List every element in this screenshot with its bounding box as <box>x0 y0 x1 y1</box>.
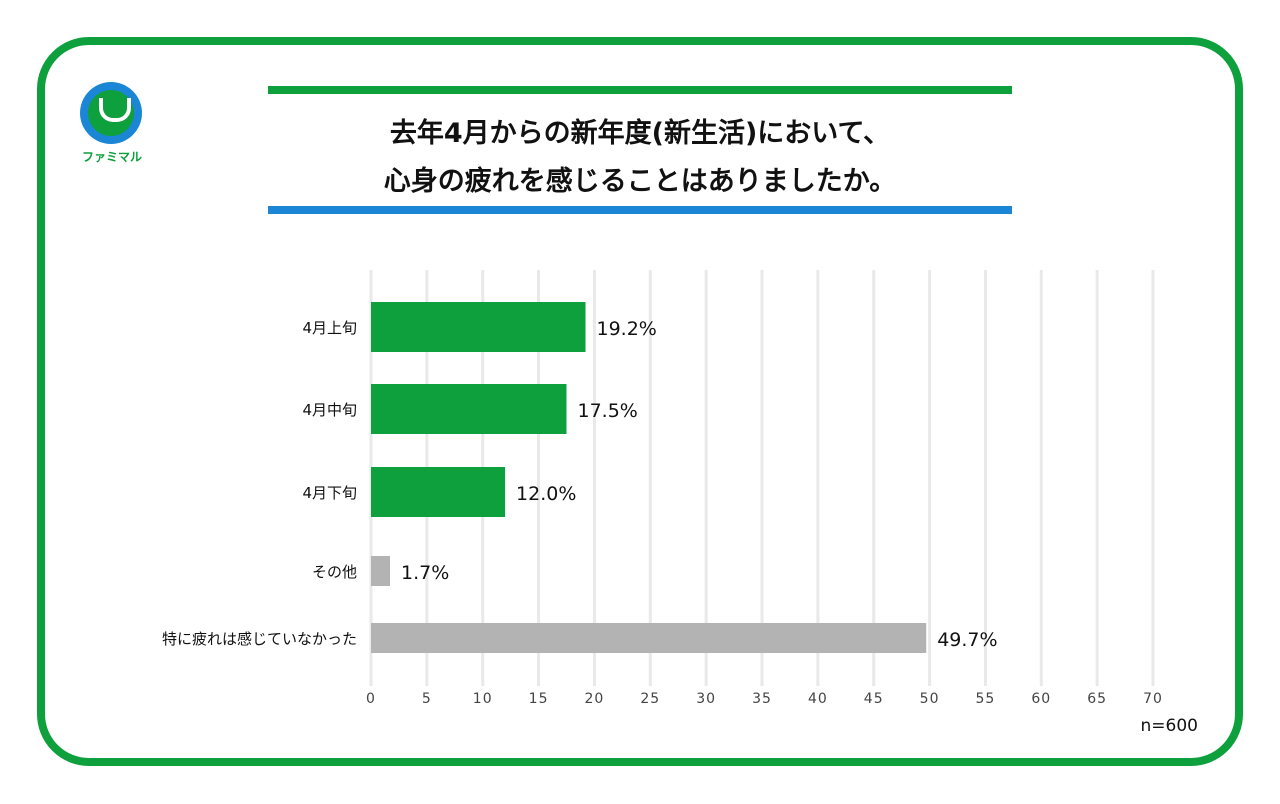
chart-title: 去年4月からの新年度(新生活)において、 心身の疲れを感じることはありましたか。 <box>268 110 1012 206</box>
data-label: 1.7% <box>401 562 449 584</box>
bar <box>371 302 586 352</box>
bar <box>371 623 927 653</box>
category-label: その他 <box>312 563 357 581</box>
data-label: 49.7% <box>937 629 997 651</box>
data-label: 19.2% <box>596 318 656 340</box>
data-label: 12.0% <box>516 483 576 505</box>
x-tick-label: 50 <box>920 691 940 707</box>
sample-size-note: n=600 <box>1140 716 1198 736</box>
smile-logo-icon <box>80 82 142 144</box>
bar <box>371 384 567 434</box>
title-top-rule <box>268 86 1012 94</box>
title-line-1: 去年4月からの新年度(新生活)において、 <box>389 118 891 149</box>
category-label: 特に疲れは感じていなかった <box>162 630 357 648</box>
x-tick-label: 25 <box>640 691 660 707</box>
x-tick-label: 15 <box>529 691 549 707</box>
data-label: 17.5% <box>578 400 638 422</box>
title-line-2: 心身の疲れを感じることはありましたか。 <box>383 166 897 197</box>
famimaru-logo: ファミマル <box>80 82 144 165</box>
x-tick-label: 40 <box>808 691 828 707</box>
title-bottom-rule <box>268 206 1012 214</box>
logo-text: ファミマル <box>81 150 142 164</box>
category-label: 4月下旬 <box>302 484 357 502</box>
x-tick-label: 70 <box>1143 691 1163 707</box>
x-tick-label: 30 <box>696 691 716 707</box>
x-tick-label: 45 <box>864 691 884 707</box>
x-tick-label: 65 <box>1087 691 1107 707</box>
x-tick-label: 20 <box>585 691 605 707</box>
x-tick-label: 55 <box>976 691 996 707</box>
x-tick-label: 35 <box>752 691 772 707</box>
category-label: 4月上旬 <box>302 319 357 337</box>
x-tick-label: 0 <box>366 691 376 707</box>
chart-frame <box>37 37 1243 766</box>
x-tick-label: 10 <box>473 691 493 707</box>
x-tick-label: 5 <box>422 691 432 707</box>
bar <box>371 467 506 517</box>
category-label: 4月中旬 <box>302 401 357 419</box>
bar <box>371 556 390 586</box>
x-tick-label: 60 <box>1031 691 1051 707</box>
